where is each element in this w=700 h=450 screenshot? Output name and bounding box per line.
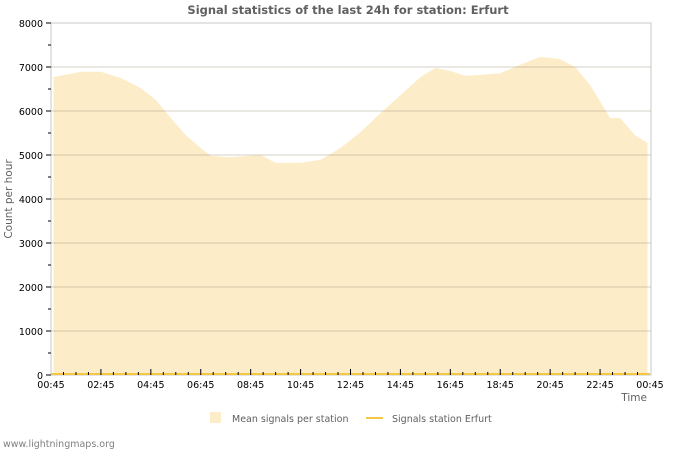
y-tick-label: 2000 — [19, 283, 43, 294]
legend-swatch-box — [210, 412, 221, 423]
y-axis-title: Count per hour — [3, 159, 15, 239]
x-tick-label: 04:45 — [137, 380, 164, 391]
x-axis-title: Time — [620, 392, 647, 404]
y-tick-label: 1000 — [19, 327, 43, 338]
y-tick-label: 3000 — [19, 239, 43, 250]
mean-signals-area — [53, 56, 648, 376]
y-tick-label: 7000 — [19, 63, 43, 74]
x-tick-label: 22:45 — [586, 380, 613, 391]
gridlines — [51, 66, 651, 332]
x-tick-label: 00:45 — [636, 380, 663, 391]
y-tick-label: 5000 — [19, 151, 43, 162]
x-tick-label: 10:45 — [287, 380, 314, 391]
x-tick-label: 18:45 — [487, 380, 514, 391]
legend-item-mean-signals[interactable]: Mean signals per station — [210, 412, 348, 425]
y-tick-label: 6000 — [19, 107, 43, 118]
x-tick-label: 02:45 — [87, 380, 114, 391]
legend-label: Mean signals per station — [232, 414, 348, 425]
x-tick-label: 14:45 — [387, 380, 414, 391]
x-tick-label: 16:45 — [437, 380, 464, 391]
legend-label: Signals station Erfurt — [392, 414, 492, 425]
x-tick-label: 00:45 — [37, 380, 64, 391]
y-tick-label: 8000 — [19, 19, 43, 30]
x-axis: 00:45 02:45 04:45 06:45 08:45 10:45 12:45 14:45… — [37, 369, 664, 391]
chart-title: Signal statistics of the last 24h for st… — [187, 3, 509, 17]
x-tick-label: 06:45 — [187, 380, 214, 391]
x-tick-label: 12:45 — [337, 380, 364, 391]
x-tick-label: 20:45 — [536, 380, 563, 391]
legend-item-station-signals[interactable]: Signals station Erfurt — [366, 414, 492, 425]
area-path — [53, 56, 648, 376]
y-axis: 0 1000 2000 3000 4000 5000 6000 7000 8000 — [19, 19, 51, 382]
footer-site-link[interactable]: www.lightningmaps.org — [3, 439, 115, 450]
legend: Mean signals per station Signals station… — [210, 412, 492, 425]
x-tick-label: 08:45 — [237, 380, 264, 391]
y-tick-label: 0 — [37, 371, 43, 382]
y-tick-label: 4000 — [19, 195, 43, 206]
